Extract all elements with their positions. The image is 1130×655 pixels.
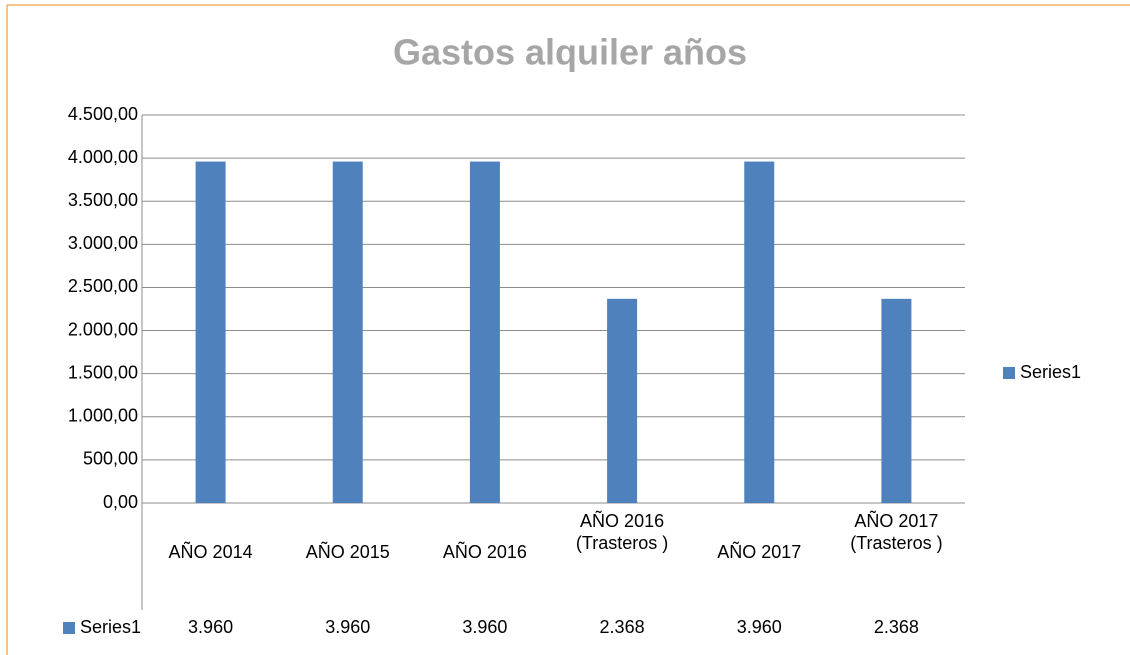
x-tick-label: AÑO 2017	[717, 542, 802, 562]
chart-title: Gastos alquiler años	[393, 32, 747, 73]
y-tick-label: 3.000,00	[68, 233, 138, 253]
y-tick-label: 1.500,00	[68, 362, 138, 382]
table-value: 2.368	[600, 617, 645, 637]
y-tick-label: 0,00	[103, 492, 138, 512]
table-value: 3.960	[737, 617, 782, 637]
bar	[332, 161, 363, 503]
table-value: 3.960	[462, 617, 507, 637]
x-tick-label: AÑO 2015	[305, 542, 390, 562]
y-tick-label: 1.000,00	[68, 406, 138, 426]
y-tick-label: 2.000,00	[68, 319, 138, 339]
bar	[744, 161, 775, 503]
x-tick-label: AÑO 2017 (Trasteros )	[850, 511, 943, 553]
y-tick-label: 4.500,00	[68, 104, 138, 124]
legend-label: Series1	[1020, 362, 1081, 382]
bar	[607, 298, 638, 503]
x-tick-label: AÑO 2014	[168, 542, 253, 562]
bar	[469, 161, 500, 503]
y-tick-label: 3.500,00	[68, 190, 138, 210]
x-tick-label: AÑO 2016	[442, 542, 527, 562]
table-value: 2.368	[874, 617, 919, 637]
y-tick-label: 2.500,00	[68, 276, 138, 296]
y-tick-label: 500,00	[83, 449, 138, 469]
legend-key	[1003, 367, 1015, 379]
table-series-name: Series1	[80, 617, 141, 637]
table-value: 3.960	[188, 617, 233, 637]
bar	[195, 161, 226, 503]
y-tick-label: 4.000,00	[68, 147, 138, 167]
bar	[881, 298, 912, 503]
table-value: 3.960	[325, 617, 370, 637]
table-legend-key	[63, 622, 75, 634]
x-tick-label: AÑO 2016 (Trasteros )	[575, 511, 669, 553]
